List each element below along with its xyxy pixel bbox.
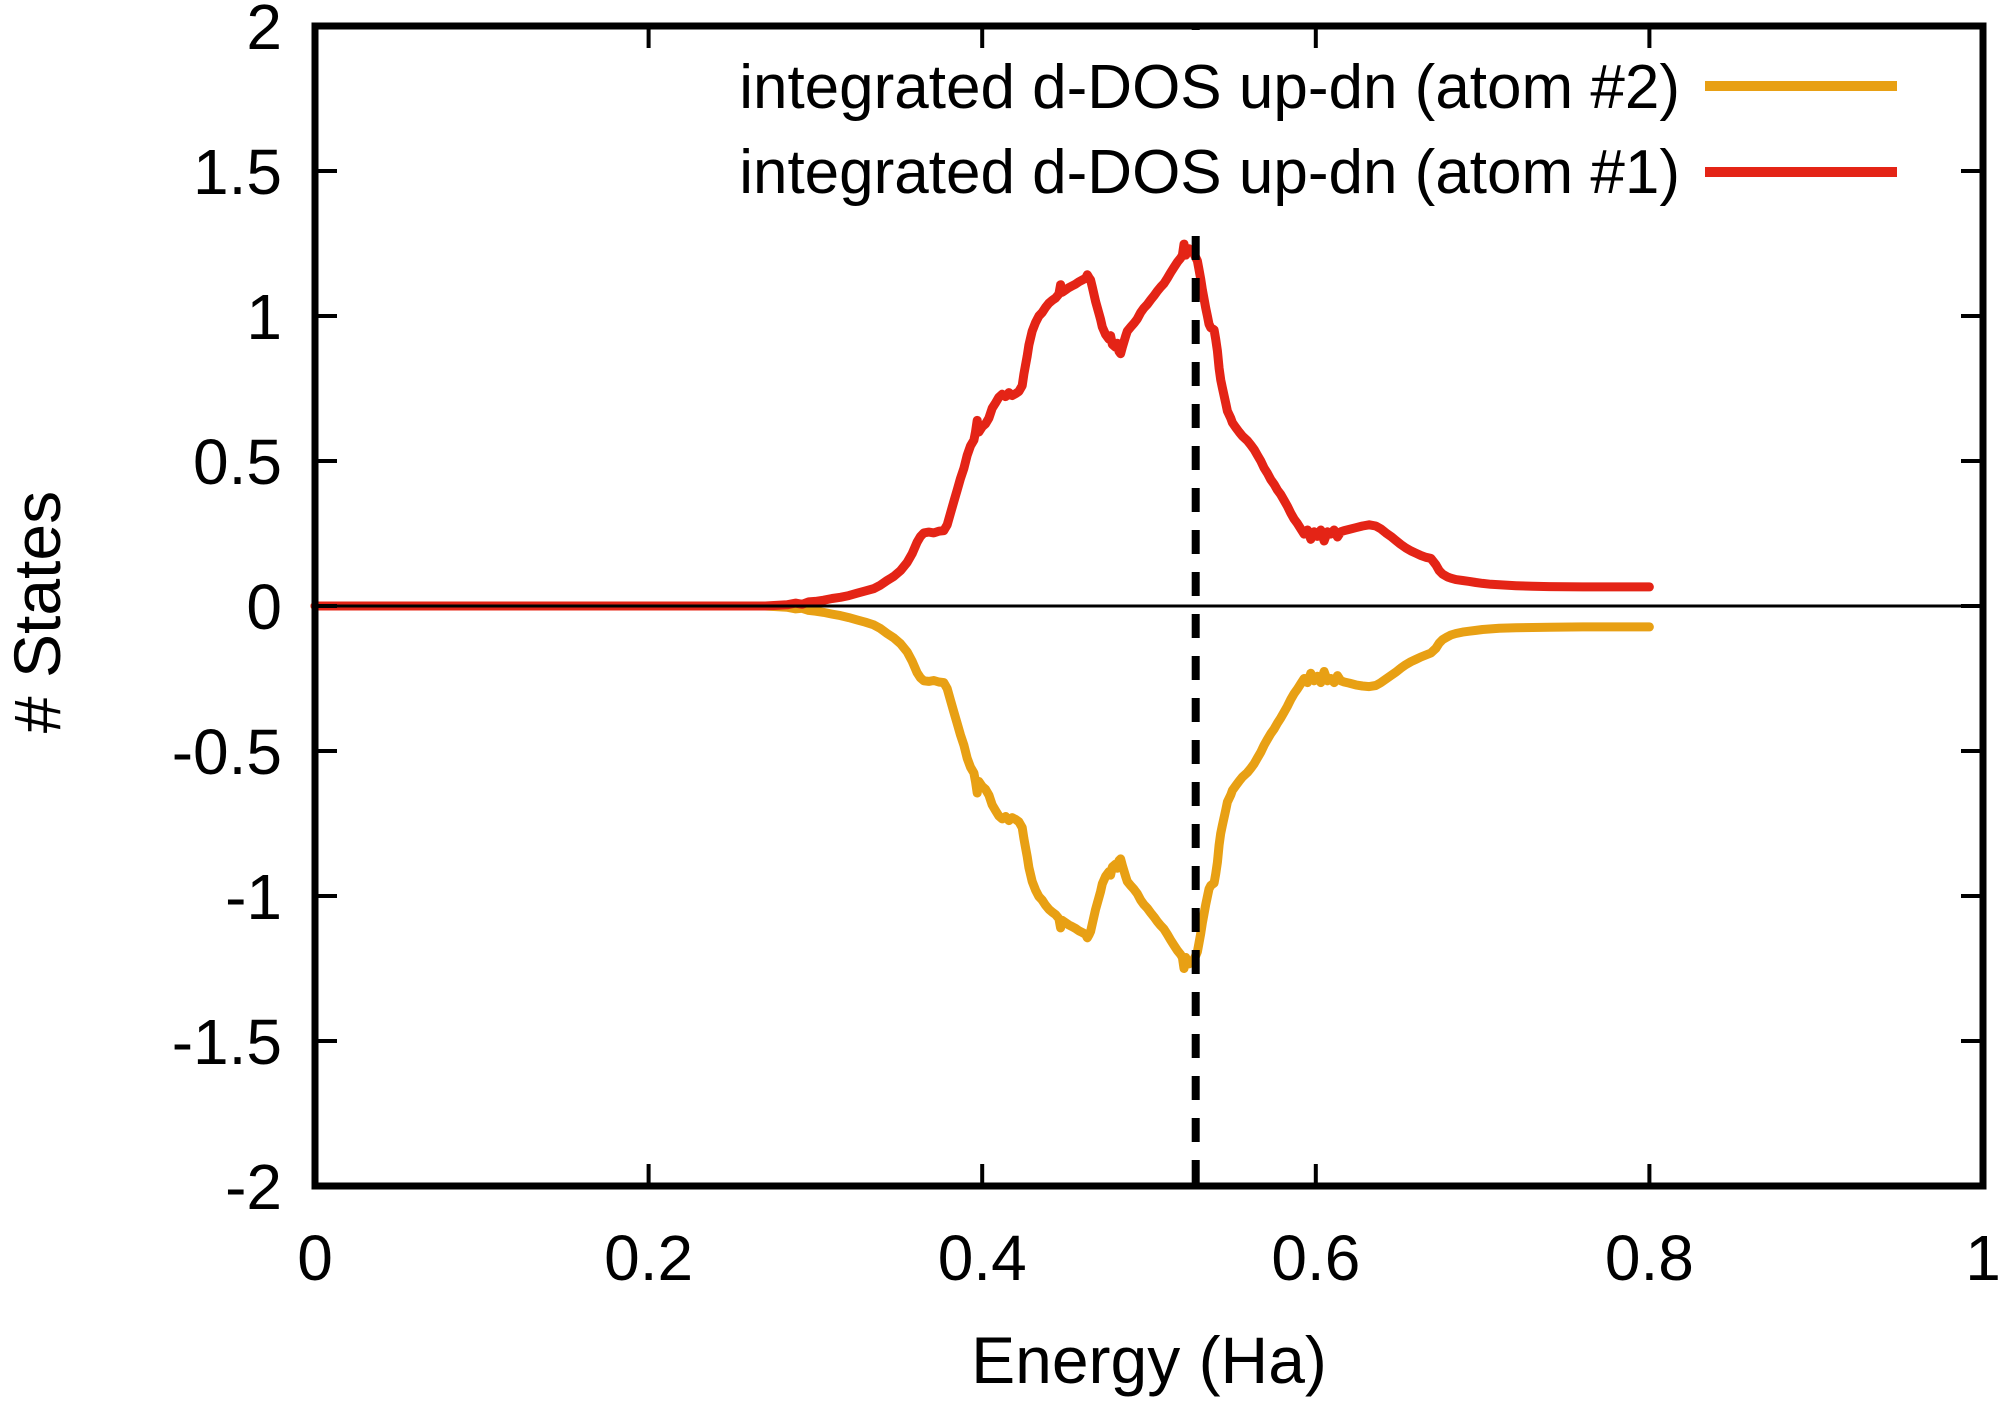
y-tick-label: -1: [225, 861, 282, 933]
legend-label-atom1: integrated d-DOS up-dn (atom #1): [739, 138, 1680, 207]
y-tick-label: 1: [246, 281, 282, 353]
x-tick-label: 0.4: [938, 1222, 1027, 1294]
y-tick-label: 0: [246, 571, 282, 643]
legend: integrated d-DOS up-dn (atom #2) integra…: [739, 53, 1897, 207]
legend-label-atom2: integrated d-DOS up-dn (atom #2): [739, 53, 1680, 122]
y-tick-label: 2: [246, 0, 282, 63]
x-axis-title: Energy (Ha): [971, 1323, 1327, 1397]
curves-layer: [310, 239, 1654, 973]
y-tick-label: -2: [225, 1151, 282, 1223]
y-axis-title: # States: [0, 491, 74, 733]
x-tick-label: 0.8: [1605, 1222, 1694, 1294]
x-tick-label: 0.6: [1271, 1222, 1360, 1294]
y-tick-label: 1.5: [193, 136, 282, 208]
y-tick-label: 0.5: [193, 426, 282, 498]
legend-background: [555, 30, 1945, 230]
x-tick-label: 1: [1965, 1222, 2000, 1294]
series-atom1-curve: [310, 239, 1654, 611]
x-tick-label: 0: [297, 1222, 333, 1294]
axis-tick-labels: 0 0.2 0.4 0.6 0.8 1 -2 -1.5 -1 -0.5 0 0.5 1 1.5 2: [172, 0, 2000, 1294]
x-tick-label: 0.2: [604, 1222, 693, 1294]
y-tick-label: -0.5: [172, 716, 282, 788]
series-atom2-curve: [310, 601, 1654, 973]
axis-tick-marks: [313, 24, 1985, 1188]
y-tick-label: -1.5: [172, 1006, 282, 1078]
